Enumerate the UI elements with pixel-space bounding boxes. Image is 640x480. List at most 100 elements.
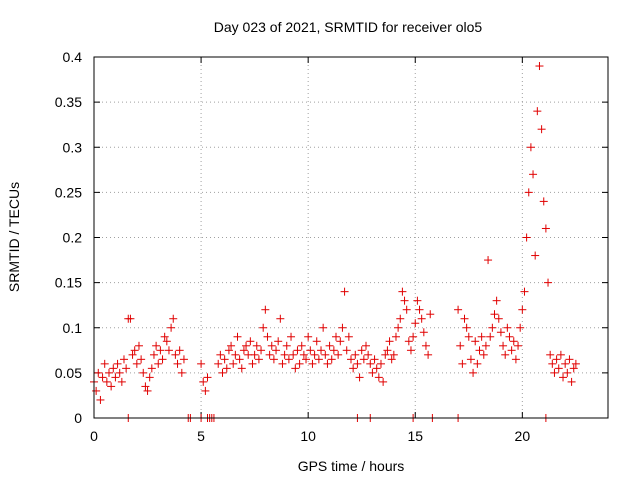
data-point <box>250 350 259 359</box>
data-point <box>501 350 510 359</box>
y-tick-label: 0.1 <box>63 320 83 336</box>
data-point <box>306 346 315 355</box>
data-point <box>179 355 188 364</box>
data-point <box>398 287 407 296</box>
data-point <box>550 368 559 377</box>
x-axis-title: GPS time / hours <box>298 458 405 474</box>
data-point <box>280 350 289 359</box>
data-point <box>552 355 561 364</box>
data-point <box>559 373 568 382</box>
data-point <box>533 107 542 116</box>
data-point <box>139 368 148 377</box>
data-point <box>259 323 268 332</box>
data-point <box>338 323 347 332</box>
data-point <box>102 377 111 386</box>
data-point <box>520 287 529 296</box>
data-point <box>199 377 208 386</box>
data-point <box>312 337 321 346</box>
data-point <box>317 346 326 355</box>
data-point <box>541 224 550 233</box>
data-point <box>376 359 385 368</box>
data-point <box>295 359 304 368</box>
data-point <box>325 341 334 350</box>
data-point <box>389 350 398 359</box>
data-point <box>406 346 415 355</box>
data-point <box>214 359 223 368</box>
data-point <box>96 395 105 404</box>
data-point <box>265 350 274 359</box>
data-point <box>126 314 135 323</box>
data-point <box>224 346 233 355</box>
data-point <box>359 355 368 364</box>
data-point <box>147 364 156 373</box>
data-point <box>109 364 118 373</box>
data-point <box>475 346 484 355</box>
data-point <box>567 377 576 386</box>
data-point <box>203 373 212 382</box>
data-point <box>334 350 343 359</box>
data-point <box>505 332 514 341</box>
data-point <box>231 350 240 359</box>
data-point <box>327 355 336 364</box>
x-tick-label: 10 <box>300 428 316 444</box>
data-point <box>269 355 278 364</box>
x-tick-label: 20 <box>515 428 531 444</box>
y-tick-label: 0 <box>74 410 82 426</box>
y-tick-label: 0.4 <box>63 49 83 65</box>
data-point <box>471 337 480 346</box>
data-point <box>220 355 229 364</box>
data-point <box>272 346 281 355</box>
data-point <box>242 341 251 350</box>
data-point <box>494 314 503 323</box>
data-point <box>554 364 563 373</box>
data-point <box>261 305 270 314</box>
data-point <box>237 364 246 373</box>
data-point <box>509 337 518 346</box>
data-point <box>107 382 116 391</box>
x-tick-labels: 0 5 10 15 20 <box>90 428 530 444</box>
data-point <box>344 332 353 341</box>
data-point <box>454 305 463 314</box>
data-point <box>402 305 411 314</box>
data-point <box>544 278 553 287</box>
data-point <box>462 323 471 332</box>
data-point <box>355 373 364 382</box>
x-tick-label: 5 <box>197 428 205 444</box>
data-point <box>323 359 332 368</box>
data-point <box>563 368 572 377</box>
data-point <box>387 355 396 364</box>
data-point <box>353 359 362 368</box>
data-point <box>391 332 400 341</box>
data-point <box>490 310 499 319</box>
data-point <box>417 314 426 323</box>
data-point <box>383 346 392 355</box>
data-point <box>473 359 482 368</box>
data-point <box>361 341 370 350</box>
data-point <box>263 332 272 341</box>
data-point <box>239 346 248 355</box>
data-point <box>104 368 113 377</box>
data-point <box>233 332 242 341</box>
data-point <box>145 373 154 382</box>
y-tick-labels: 0 0.05 0.1 0.15 0.2 0.25 0.3 0.35 0.4 <box>55 49 82 426</box>
chart-title: Day 023 of 2021, SRMTID for receiver olo… <box>214 19 483 35</box>
data-point <box>419 328 428 337</box>
y-axis-title: SRMTID / TECUs <box>6 182 22 292</box>
data-point <box>216 350 225 359</box>
data-point <box>115 368 124 377</box>
data-point <box>415 305 424 314</box>
data-point <box>535 62 544 71</box>
data-point <box>319 323 328 332</box>
data-point <box>385 337 394 346</box>
data-point <box>531 251 540 260</box>
data-point <box>458 359 467 368</box>
y-tick-label: 0.35 <box>55 94 82 110</box>
data-point <box>248 359 257 368</box>
data-point <box>304 332 313 341</box>
data-point <box>308 359 317 368</box>
data-point <box>492 296 501 305</box>
data-point <box>571 359 580 368</box>
data-point <box>227 341 236 350</box>
data-point <box>511 355 520 364</box>
